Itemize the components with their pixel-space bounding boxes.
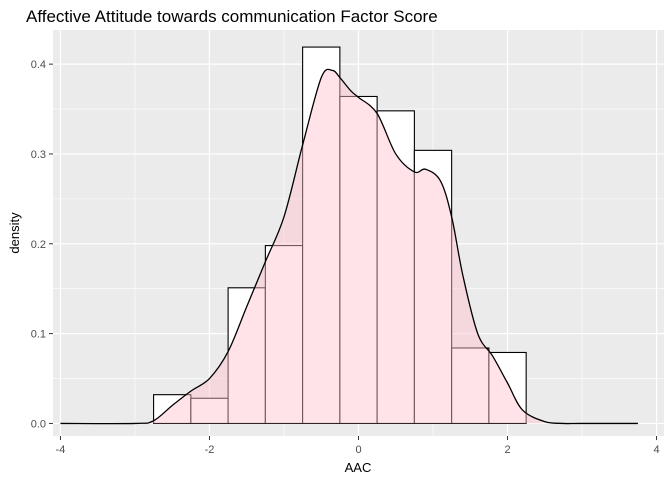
- x-tick-label: 0: [355, 444, 361, 456]
- y-axis: 0.0 0.1 0.2 0.3 0.4: [31, 59, 53, 430]
- y-tick-label: 0.4: [31, 59, 46, 71]
- x-tick-label: 4: [653, 444, 659, 456]
- chart-title: Affective Attitude towards communication…: [26, 7, 438, 26]
- x-axis-title: AAC: [345, 460, 372, 475]
- x-axis: -4 -2 0 2 4: [56, 436, 660, 456]
- y-axis-title: density: [7, 212, 22, 254]
- histogram-bar: [227, 287, 266, 424]
- histogram-bar: [413, 149, 453, 424]
- y-tick-label: 0.1: [31, 329, 46, 341]
- histogram-bar: [302, 46, 341, 424]
- x-tick-label: -4: [56, 444, 66, 456]
- histogram-bars: [153, 46, 527, 424]
- y-tick-label: 0.0: [31, 418, 46, 430]
- histogram-bar: [339, 95, 378, 424]
- histogram-bar: [451, 347, 490, 424]
- x-tick-label: -2: [205, 444, 215, 456]
- histogram-bar: [264, 245, 304, 424]
- density-curve-group: [60, 68, 638, 425]
- density-area: [60, 69, 638, 424]
- y-tick-label: 0.3: [31, 149, 46, 161]
- x-tick-label: 2: [504, 444, 510, 456]
- y-tick-label: 0.2: [31, 239, 46, 251]
- density-line: [60, 68, 638, 425]
- histogram-bar: [488, 351, 527, 424]
